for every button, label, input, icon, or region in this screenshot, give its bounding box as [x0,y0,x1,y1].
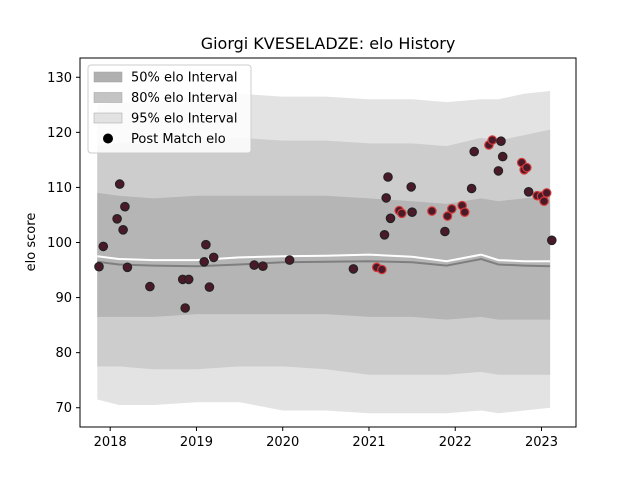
x-tick-label-2018: 2018 [94,435,127,450]
y-tick-label-70: 70 [55,401,72,416]
y-tick-label-80: 80 [55,346,72,361]
y-tick-label-110: 110 [47,181,72,196]
post-match-point-12 [201,239,211,250]
post-match-point-41 [497,151,508,162]
post-match-point-2 [112,214,122,224]
legend-swatch-1 [93,92,123,103]
post-match-point-21 [379,230,390,240]
post-match-point-50 [546,235,557,246]
mean-elo-line [97,253,551,263]
post-match-point-13 [204,282,215,292]
post-match-point-16 [258,261,268,271]
post-match-point-22 [381,193,391,203]
post-match-point-20 [377,264,387,275]
x-tick-label-2020: 2020 [266,435,299,450]
x-tick-label-2021: 2021 [352,435,385,450]
post-match-point-15 [249,260,259,270]
post-match-point-32 [446,204,457,214]
post-match-point-30 [440,226,450,237]
legend-label-3: Post Match elo [131,132,226,147]
post-match-point-39 [493,166,504,176]
post-match-point-31 [442,211,453,221]
legend-label-0: 50% elo Interval [131,71,238,86]
legend-label-1: 80% elo Interval [131,91,238,106]
plot-area [94,91,557,414]
post-match-point-28 [407,207,417,217]
post-match-point-7 [145,281,155,292]
post-match-point-3 [114,179,125,189]
post-match-point-45 [523,187,534,197]
post-match-point-24 [385,213,396,224]
post-match-point-1 [98,241,109,252]
post-match-point-18 [348,264,359,274]
median-elo-line [97,257,551,268]
post-match-point-23 [383,172,393,182]
post-match-point-40 [496,136,506,146]
x-tick-label-2019: 2019 [180,435,213,450]
legend-box [87,64,252,154]
post-match-point-9 [180,303,190,313]
post-match-point-49 [541,188,552,198]
post-match-points [94,135,557,313]
legend: 50% elo Interval 80% elo Interval 95% elo … [87,64,252,154]
post-match-point-44 [521,162,532,173]
post-match-point-10 [183,274,194,285]
chart-title: Giorgi KVESELADZE: elo History [201,34,456,53]
legend-label-2: 95% elo Interval [131,112,238,127]
legend-swatch-2 [93,112,123,124]
x-axis: 2018 2019 2020 2021 2022 2023 [94,427,558,450]
post-match-point-48 [539,196,549,206]
legend-swatch-0 [93,71,123,83]
y-tick-label-120: 120 [47,126,72,141]
post-match-point-35 [466,183,477,194]
post-match-point-5 [120,201,130,212]
y-tick-label-130: 130 [47,71,72,86]
post-match-point-11 [199,256,209,267]
post-match-point-27 [406,182,416,192]
x-tick-label-2023: 2023 [525,435,558,450]
post-match-point-26 [396,208,407,219]
y-axis: 70 80 90 100 110 120 130 [47,71,80,416]
post-match-point-34 [459,207,470,217]
post-match-point-38 [487,135,498,145]
post-match-point-6 [122,262,133,273]
post-match-point-4 [118,225,128,235]
y-tick-label-100: 100 [47,236,72,251]
post-match-point-29 [427,206,437,216]
elo-lines [97,253,551,268]
x-tick-label-2022: 2022 [439,435,472,450]
post-match-point-0 [94,261,104,272]
post-match-point-17 [284,255,295,265]
post-match-point-14 [208,252,219,263]
y-tick-label-90: 90 [55,291,72,306]
y-axis-label: elo score [24,213,39,272]
legend-marker-3 [103,133,113,144]
post-match-point-36 [469,146,479,157]
